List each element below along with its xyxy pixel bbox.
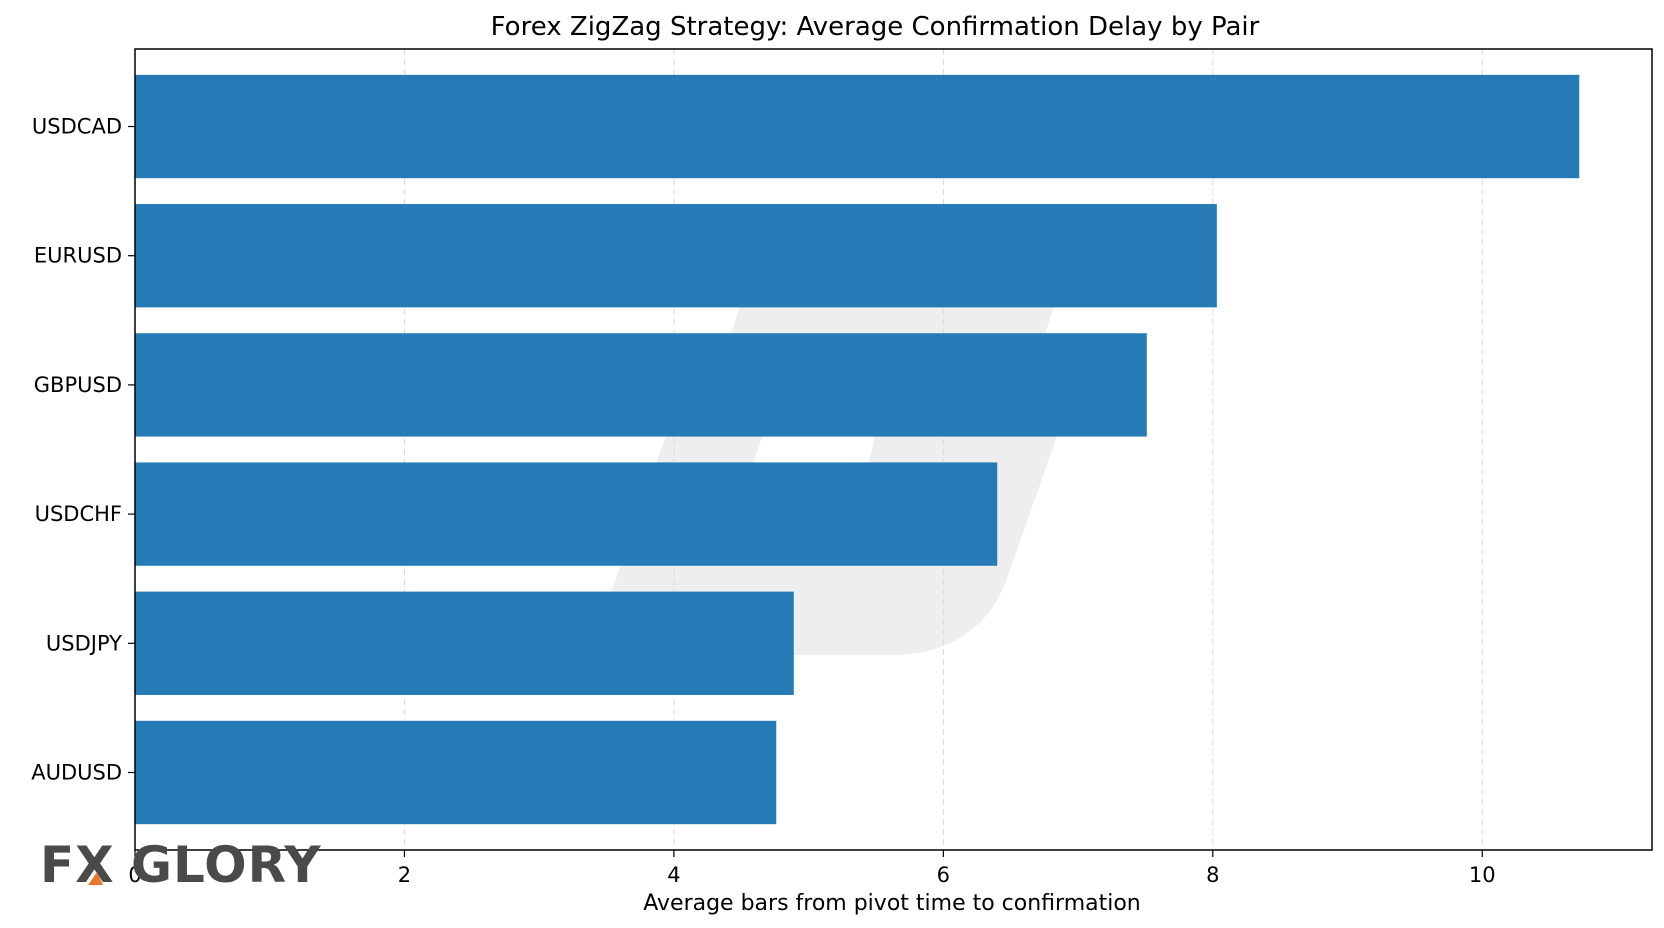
fxglory-logo: FX GLORY xyxy=(40,836,322,894)
y-tick-label-eurusd: EURUSD xyxy=(34,244,122,268)
bar-gbpusd xyxy=(135,333,1147,437)
y-tick-label-audusd: AUDUSD xyxy=(31,760,122,784)
bar-layer xyxy=(135,74,1580,825)
x-tick-label-2: 4 xyxy=(667,863,680,887)
y-tick-label-gbpusd: GBPUSD xyxy=(34,373,122,397)
chart-title: Forex ZigZag Strategy: Average Confirmat… xyxy=(491,12,1260,42)
logo-accent-triangle xyxy=(88,872,103,885)
y-tick-label-usdcad: USDCAD xyxy=(32,115,122,139)
logo-text-glory: GLORY xyxy=(131,836,322,894)
x-tick-label-5: 10 xyxy=(1469,863,1496,887)
bar-audusd xyxy=(135,720,777,825)
plot-frame xyxy=(134,48,1653,851)
x-tick-label-1: 2 xyxy=(398,863,411,887)
logo-text-fx: FX xyxy=(40,836,115,894)
emblem-shape-1 xyxy=(608,395,1062,655)
x-tick-label-3: 6 xyxy=(937,863,950,887)
y-tick-label-usdchf: USDCHF xyxy=(35,502,122,526)
x-tick-label-0: 0 xyxy=(128,863,141,887)
bar-usdjpy xyxy=(135,591,794,695)
bar-eurusd xyxy=(135,204,1217,308)
y-axis: USDCAD EURUSD GBPUSD USDCHF USDJPY AUDUSD xyxy=(31,115,135,784)
x-tick-label-4: 8 xyxy=(1206,863,1219,887)
x-axis: 0 2 4 6 8 10 xyxy=(128,850,1496,887)
bar-usdchf xyxy=(135,462,998,566)
bar-usdcad xyxy=(135,74,1580,179)
y-tick-label-usdjpy: USDJPY xyxy=(46,631,122,655)
x-axis-label: Average bars from pivot time to confirma… xyxy=(643,891,1141,916)
